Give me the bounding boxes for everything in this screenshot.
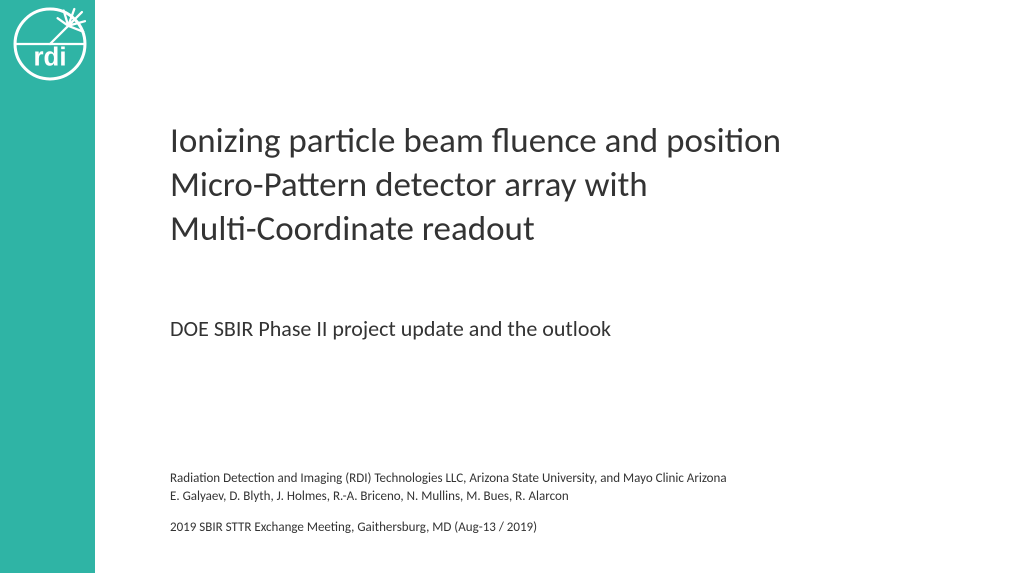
- footer-meeting: 2019 SBIR STTR Exchange Meeting, Gaither…: [170, 519, 960, 537]
- slide-subtitle: DOE SBIR Phase II project update and the…: [170, 315, 960, 342]
- rdi-logo-icon: rdi: [12, 6, 88, 82]
- slide: rdi Ionizing particle beam fluence and p…: [0, 0, 1020, 573]
- footer: Radiation Detection and Imaging (RDI) Te…: [170, 470, 960, 537]
- content-area: Ionizing particle beam fluence and posit…: [170, 120, 960, 342]
- footer-affiliation: Radiation Detection and Imaging (RDI) Te…: [170, 470, 960, 488]
- logo-text: rdi: [33, 43, 66, 71]
- left-accent-bar: [0, 0, 95, 573]
- company-logo: rdi: [12, 6, 88, 82]
- footer-authors: E. Galyaev, D. Blyth, J. Holmes, R.-A. B…: [170, 488, 960, 506]
- slide-title: Ionizing particle beam fluence and posit…: [170, 120, 960, 251]
